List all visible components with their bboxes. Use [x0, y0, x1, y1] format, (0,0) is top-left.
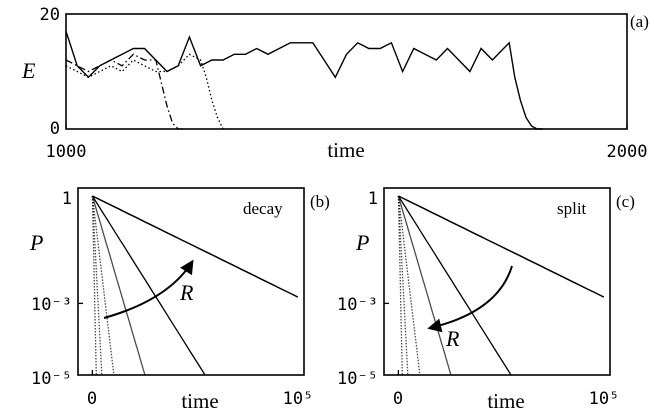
panel-b-label: (b): [310, 192, 330, 211]
panel-a-ytick-top: 20: [40, 5, 60, 25]
panel-a-series-solid: [65, 31, 543, 130]
panel-b-xtick-1e5: 10⁵: [283, 389, 314, 409]
panel-a-frame: [65, 13, 628, 130]
panel-c-title: split: [557, 199, 587, 218]
panel-c-decay-curve-4: [397, 195, 421, 376]
panel-c-r-arrow: [427, 265, 513, 333]
panel-c: 1 10⁻³ 10⁻⁵ P 0 10⁵ time split (c) R: [337, 187, 635, 413]
panel-c-ylabel: P: [355, 230, 369, 255]
panel-b-r-label: R: [179, 280, 194, 305]
panel-a-xtick-left: 1000: [46, 142, 87, 162]
panel-a-xtick-right: 2000: [607, 142, 648, 162]
panel-a: 20 0 E 1000 2000 time (a): [21, 5, 649, 162]
panel-b-xtick-0: 0: [87, 389, 97, 409]
panel-b-ylabel: P: [29, 230, 43, 255]
panel-a-series: [65, 31, 628, 130]
panel-a-label: (a): [630, 12, 649, 31]
panel-b-r-arrow: [103, 259, 194, 319]
panel-b-series: [78, 195, 299, 376]
panel-c-decay-curve-3: [397, 195, 452, 376]
panel-a-series-dotted: [65, 53, 229, 130]
panel-b-decay-curve-1: [92, 195, 299, 298]
panel-b-decay-curve-2: [91, 195, 206, 376]
panel-b-xlabel: time: [181, 389, 218, 413]
panel-c-ytick-1e-5: 10⁻⁵: [337, 369, 378, 389]
panel-c-xlabel: time: [487, 389, 524, 413]
panel-a-ytick-bottom: 0: [50, 119, 60, 139]
panel-b-ytick-1e-5: 10⁻⁵: [31, 369, 72, 389]
panel-b-decay-curve-3: [91, 195, 146, 376]
panel-b-title: decay: [243, 199, 283, 218]
panel-c-ytick-1e-3: 10⁻³: [337, 295, 378, 315]
panel-b-ytick-1: 1: [62, 189, 72, 209]
panel-a-series-dashdot: [65, 53, 184, 130]
panel-c-frame: [383, 187, 611, 376]
panel-c-decay-curve-1: [398, 195, 605, 298]
panel-c-label: (c): [616, 192, 635, 211]
panel-c-decay-curve-2: [397, 195, 512, 376]
panel-b-decay-curve-4: [91, 195, 115, 376]
panel-b-frame: [77, 187, 305, 376]
panel-a-ylabel: E: [21, 58, 36, 83]
panel-b: 1 10⁻³ 10⁻⁵ P 0 10⁵ time decay (b) R: [29, 187, 330, 413]
panel-c-ytick-1: 1: [368, 189, 378, 209]
panel-c-r-label: R: [445, 326, 460, 351]
panel-c-xtick-1e5: 10⁵: [589, 389, 620, 409]
panel-c-series: [384, 195, 605, 376]
panel-c-xtick-0: 0: [393, 389, 403, 409]
panel-a-xlabel: time: [327, 138, 364, 162]
panel-b-ytick-1e-3: 10⁻³: [31, 295, 72, 315]
